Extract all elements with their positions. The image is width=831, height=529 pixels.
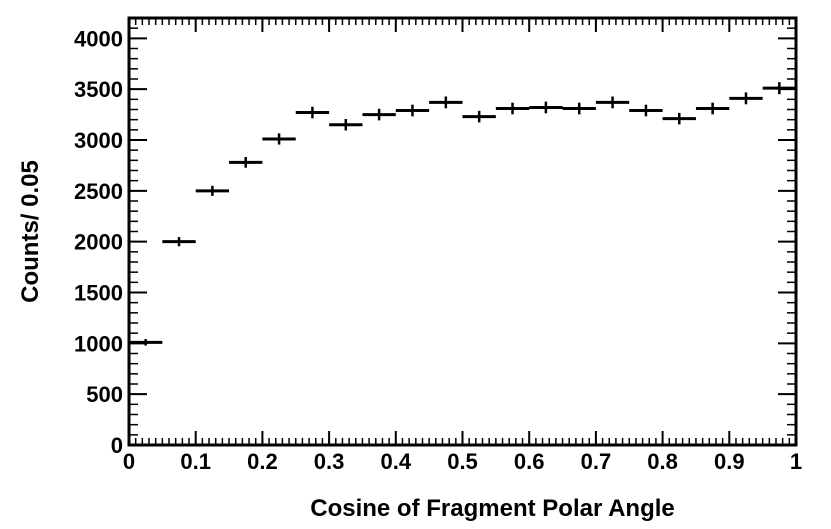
- data-point: [595, 96, 630, 109]
- x-tick-label: 0.5: [447, 449, 478, 474]
- y-axis-title: Counts/ 0.05: [17, 160, 44, 303]
- data-point: [295, 106, 330, 119]
- data-point: [629, 104, 663, 117]
- x-tick-label: 0.8: [647, 449, 678, 474]
- y-tick-label: 2500: [74, 179, 123, 204]
- y-tick-label: 0: [111, 433, 123, 458]
- y-tick-label: 500: [86, 382, 123, 407]
- x-tick-label: 0.7: [581, 449, 612, 474]
- data-point: [362, 108, 396, 121]
- data-point: [429, 96, 463, 109]
- data-point: [462, 110, 496, 123]
- x-tick-label: 0.6: [514, 449, 545, 474]
- data-point: [129, 339, 163, 346]
- axis-tick-labels: 0 0.1 0.2 0.3 0.4 0.5 0.6 0.7 0.8 0.9 1 0 500 1000 150…: [74, 26, 802, 474]
- x-tick-label: 1: [790, 449, 802, 474]
- axis-ticks: [128, 17, 797, 446]
- y-tick-label: 1000: [74, 331, 123, 356]
- data-point: [729, 92, 763, 105]
- x-tick-label: 0.2: [247, 449, 278, 474]
- x-tick-label: 0: [123, 449, 135, 474]
- data-point: [329, 119, 363, 131]
- data-point: [695, 102, 730, 115]
- data-point: [529, 101, 563, 114]
- plot-frame: [127, 16, 798, 447]
- x-axis-title: Cosine of Fragment Polar Angle: [310, 495, 675, 522]
- data-point: [162, 237, 196, 247]
- data-points: [129, 82, 796, 346]
- data-point: [229, 157, 263, 168]
- x-tick-label: 0.3: [314, 449, 345, 474]
- y-tick-label: 2000: [74, 230, 123, 255]
- y-tick-label: 4000: [74, 26, 123, 51]
- data-point: [562, 102, 596, 115]
- y-tick-label: 3500: [74, 77, 123, 102]
- data-point: [395, 104, 430, 117]
- y-tick-label: 1500: [74, 281, 123, 306]
- data-point: [495, 102, 530, 115]
- y-tick-label: 3000: [74, 128, 123, 153]
- data-point: [262, 133, 296, 145]
- x-tick-label: 0.4: [381, 449, 412, 474]
- data-point: [762, 82, 796, 95]
- data-point: [195, 185, 230, 196]
- x-tick-label: 0.9: [714, 449, 745, 474]
- data-point: [662, 112, 696, 125]
- x-tick-label: 0.1: [180, 449, 211, 474]
